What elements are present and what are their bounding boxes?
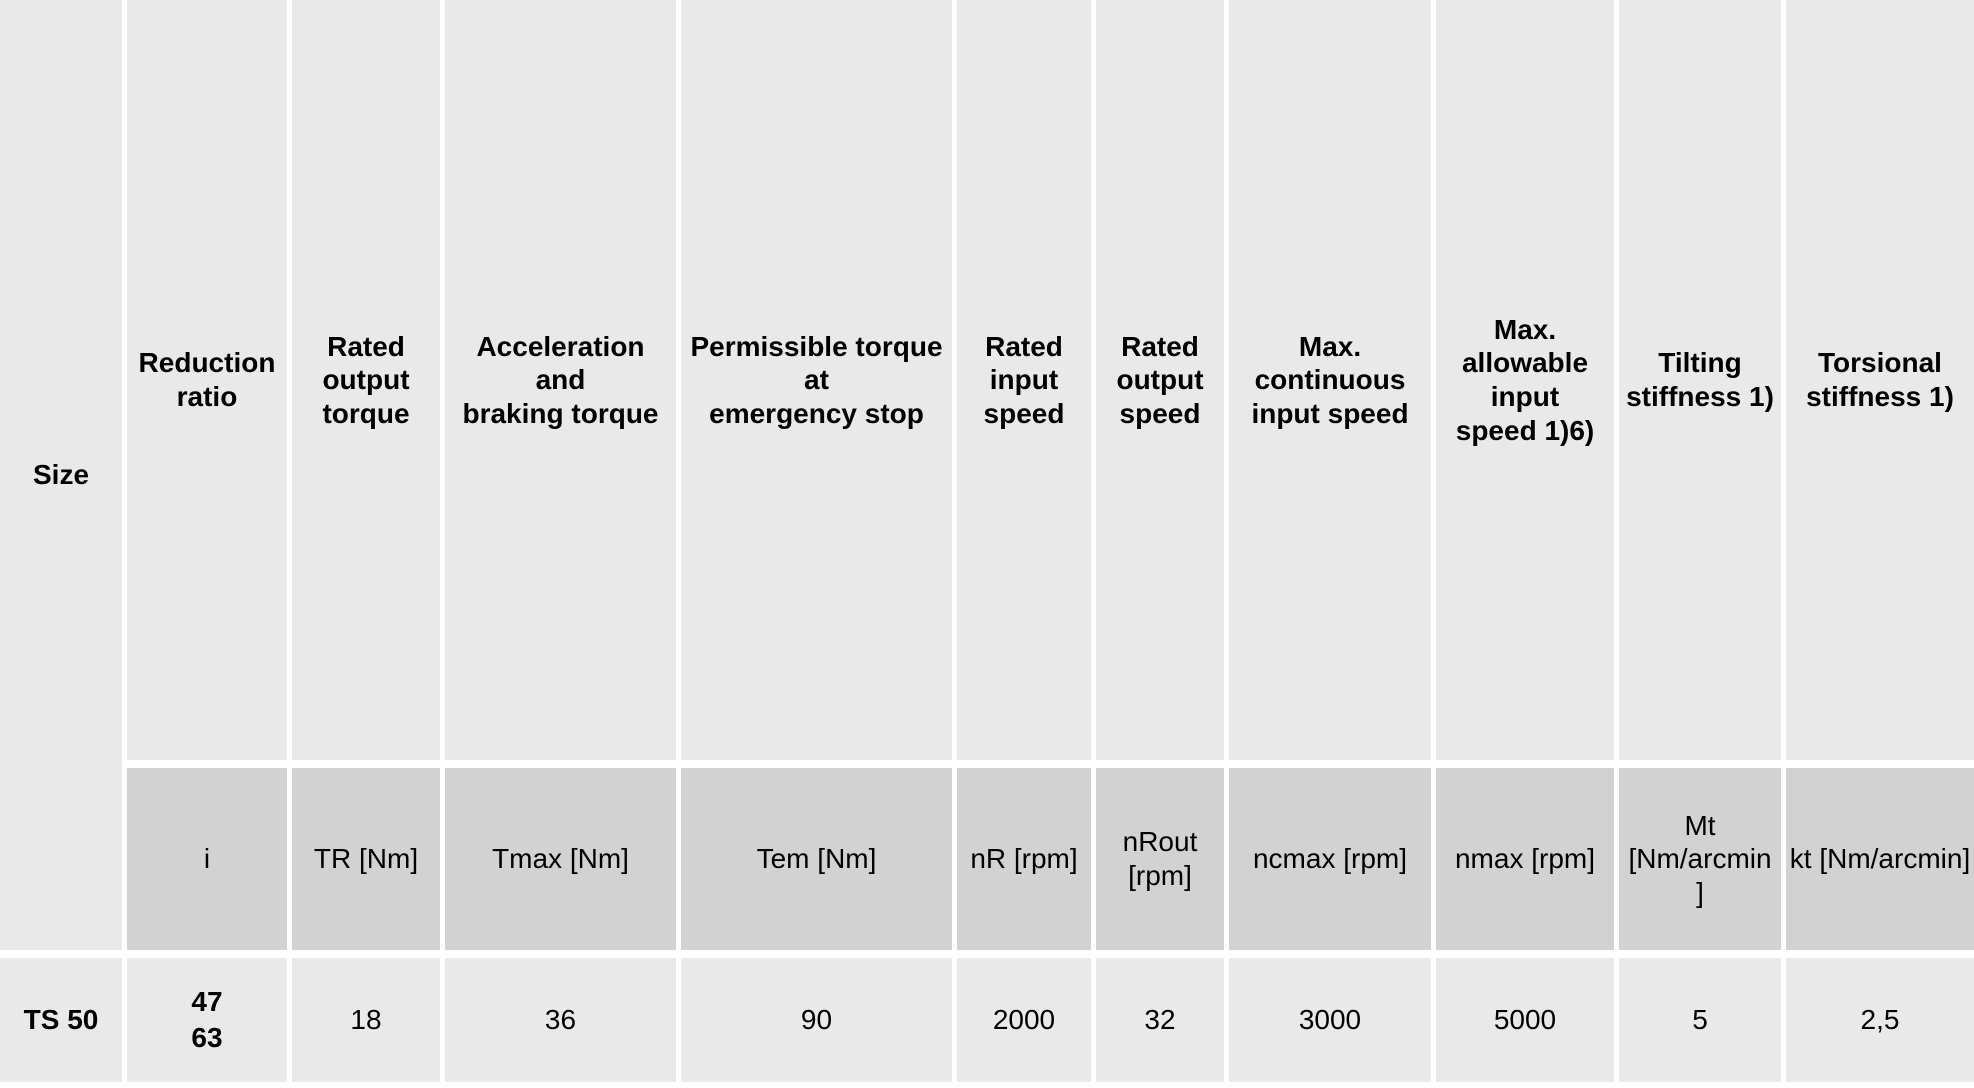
unit-cell-tilting-stiffness: Mt [Nm/arcmin ] xyxy=(1619,768,1781,950)
header-cell-permissible-torque-emergency-stop: Permissible torque at emergency stop xyxy=(681,0,952,760)
data-cell-rated-output-speed: 32 xyxy=(1096,958,1224,1082)
unit-cell-rated-output-torque: TR [Nm] xyxy=(292,768,440,950)
unit-cell-rated-output-speed: nRout [rpm] xyxy=(1096,768,1224,950)
data-cell-rated-output-torque: 18 xyxy=(292,958,440,1082)
header-cell-reduction-ratio: Reduction ratio xyxy=(127,0,287,760)
header-cell-tilting-stiffness: Tilting stiffness 1) xyxy=(1619,0,1781,760)
data-cell-max-allowable-input-speed: 5000 xyxy=(1436,958,1614,1082)
row-label-size: TS 50 xyxy=(0,958,122,1082)
header-cell-rated-input-speed: Rated input speed xyxy=(957,0,1091,760)
data-cell-tilting-stiffness: 5 xyxy=(1619,958,1781,1082)
data-cell-reduction-ratio: 47 63 xyxy=(127,958,287,1082)
data-cell-torsional-stiffness: 2,5 xyxy=(1786,958,1974,1082)
header-cell-rated-output-torque: Rated output torque xyxy=(292,0,440,760)
data-cell-permissible-torque-emergency-stop: 90 xyxy=(681,958,952,1082)
header-cell-size: Size xyxy=(0,0,122,950)
unit-cell-torsional-stiffness: kt [Nm/arcmin] xyxy=(1786,768,1974,950)
header-cell-max-continuous-input-speed: Max. continuous input speed xyxy=(1229,0,1431,760)
header-cell-accel-braking-torque: Acceleration and braking torque xyxy=(445,0,676,760)
header-cell-rated-output-speed: Rated output speed xyxy=(1096,0,1224,760)
unit-cell-accel-braking-torque: Tmax [Nm] xyxy=(445,768,676,950)
data-cell-accel-braking-torque: 36 xyxy=(445,958,676,1082)
header-cell-torsional-stiffness: Torsional stiffness 1) xyxy=(1786,0,1974,760)
data-cell-max-continuous-input-speed: 3000 xyxy=(1229,958,1431,1082)
header-cell-max-allowable-input-speed: Max. allowable input speed 1)6) xyxy=(1436,0,1614,760)
unit-cell-max-allowable-input-speed: nmax [rpm] xyxy=(1436,768,1614,950)
unit-cell-max-continuous-input-speed: ncmax [rpm] xyxy=(1229,768,1431,950)
unit-cell-rated-input-speed: nR [rpm] xyxy=(957,768,1091,950)
unit-cell-permissible-torque-emergency-stop: Tem [Nm] xyxy=(681,768,952,950)
unit-cell-reduction-ratio: i xyxy=(127,768,287,950)
data-cell-rated-input-speed: 2000 xyxy=(957,958,1091,1082)
